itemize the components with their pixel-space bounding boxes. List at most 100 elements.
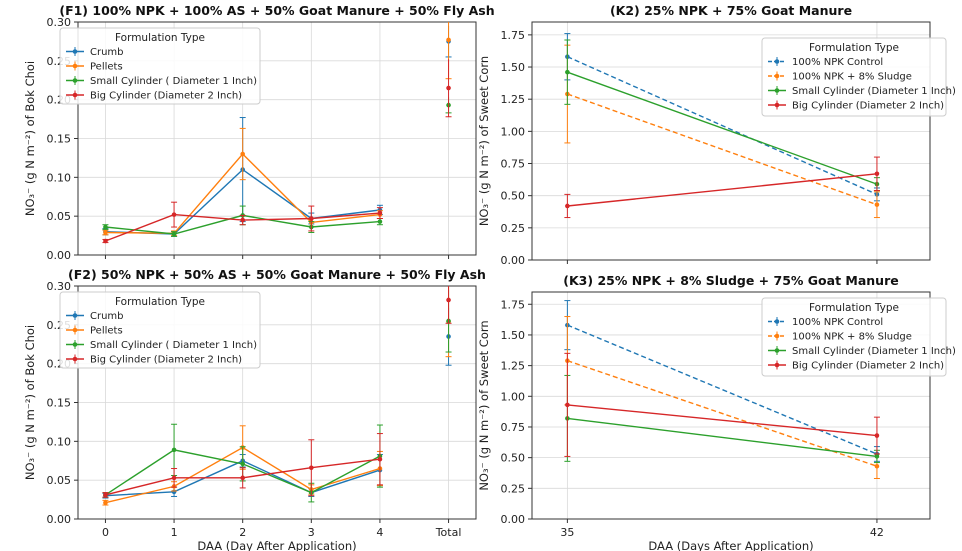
legend-entry: 100% NPK + 8% Sludge xyxy=(792,332,912,343)
chart-title: (F2) 50% NPK + 50% AS + 50% Goat Manure … xyxy=(68,267,486,282)
series-3 xyxy=(102,286,452,498)
data-point xyxy=(103,492,108,498)
legend-marker xyxy=(72,49,78,54)
series-3 xyxy=(564,352,880,457)
chart-panel-k3: 0.00 0.25 0.50 0.75 1.00 1.25 1.50 1.75 35 42 (K3)… xyxy=(477,273,956,551)
data-point xyxy=(240,461,245,467)
y-tick-label: 0.25 xyxy=(501,222,526,235)
data-point xyxy=(171,212,177,217)
data-point xyxy=(874,202,880,207)
legend-entry: Big Cylinder (Diameter 2 Inch) xyxy=(792,101,944,112)
axes-frame xyxy=(531,21,931,261)
total-point xyxy=(446,85,451,91)
legend-entry: Pellets xyxy=(90,326,123,337)
legend-marker xyxy=(72,313,78,318)
y-tick-label: 1.00 xyxy=(501,390,526,403)
x-axis-label: DAA (Days After Application) xyxy=(648,539,813,551)
data-point xyxy=(874,454,880,459)
y-tick-label: 0.50 xyxy=(501,190,526,203)
data-point xyxy=(874,463,880,469)
data-point xyxy=(171,231,177,237)
y-tick-label: 0.05 xyxy=(47,210,72,223)
legend-box xyxy=(59,27,261,105)
data-point xyxy=(377,456,383,462)
series-line xyxy=(567,71,878,185)
legend-box xyxy=(59,291,261,369)
legend-marker xyxy=(72,78,78,83)
y-tick-label: 0.25 xyxy=(501,482,526,495)
legend-entry: Big Cylinder (Diameter 2 Inch) xyxy=(90,355,242,366)
series-3 xyxy=(564,156,880,219)
legend-marker xyxy=(72,63,78,69)
data-point xyxy=(377,219,383,224)
y-tick-label: 1.00 xyxy=(501,125,526,138)
y-tick-label: 1.75 xyxy=(501,298,526,311)
legend-entry: Small Cylinder ( Diameter 1 Inch) xyxy=(90,76,257,87)
legend-marker xyxy=(774,333,780,339)
legend-marker xyxy=(774,319,780,324)
legend: Formulation Type Crumb Pellets Small Cylind… xyxy=(59,291,261,369)
x-tick-label: 3 xyxy=(308,526,315,539)
y-tick-label: 1.50 xyxy=(501,61,526,74)
legend-box xyxy=(761,37,947,117)
y-tick-label: 0.10 xyxy=(47,435,72,448)
y-tick-label: 0.15 xyxy=(47,133,72,146)
y-tick-label: 1.75 xyxy=(501,29,526,42)
data-point xyxy=(309,465,314,471)
legend-marker xyxy=(774,59,780,64)
legend-entry: Big Cylinder (Diameter 2 Inch) xyxy=(792,361,944,372)
data-point xyxy=(565,402,570,408)
legend: Formulation Type 100% NPK Control 100% NPK… xyxy=(761,297,956,377)
y-tick-label: 0.50 xyxy=(501,452,526,465)
legend-marker xyxy=(774,362,780,368)
legend-marker xyxy=(774,102,780,108)
x-axis-label: DAA (Day After Application) xyxy=(197,539,356,551)
y-tick-label: 0.05 xyxy=(47,474,72,487)
series-line xyxy=(567,417,877,458)
data-point xyxy=(240,217,245,223)
data-point xyxy=(171,447,177,453)
data-point xyxy=(309,216,314,221)
chart-panel-k2: 0.00 0.25 0.50 0.75 1.00 1.25 1.50 1.75 (K2) 25%… xyxy=(477,3,956,267)
y-tick-label: 1.50 xyxy=(501,329,526,342)
x-tick-label: 1 xyxy=(171,526,178,539)
data-point xyxy=(103,224,108,230)
series-line xyxy=(567,404,877,437)
y-tick-label: 0.15 xyxy=(47,397,72,410)
data-point xyxy=(103,500,108,505)
data-point xyxy=(874,433,880,438)
series-line xyxy=(567,360,878,467)
y-tick-label: 1.25 xyxy=(501,93,526,106)
y-tick-label: 0.10 xyxy=(47,171,72,184)
legend-marker xyxy=(72,356,78,362)
y-tick-label: 0.30 xyxy=(47,280,72,293)
x-tick-label: 4 xyxy=(376,526,383,539)
x-tick-label: Total xyxy=(435,526,462,539)
legend-entry: Small Cylinder (Diameter 1 Inch) xyxy=(792,86,956,97)
legend-marker xyxy=(774,348,780,353)
legend-entry: Big Cylinder (Diameter 2 Inch) xyxy=(90,91,242,102)
series-line xyxy=(567,173,877,207)
x-tick-label: 2 xyxy=(239,526,246,539)
y-tick-label: 0.30 xyxy=(47,16,72,29)
legend-marker xyxy=(774,88,780,93)
legend-entry: 100% NPK Control xyxy=(792,57,883,68)
legend: Formulation Type Crumb Pellets Small Cylind… xyxy=(59,27,261,105)
legend-marker xyxy=(72,92,78,98)
x-tick-label: 0 xyxy=(102,526,109,539)
y-tick-label: 0.00 xyxy=(501,254,526,267)
legend-entry: 100% NPK Control xyxy=(792,317,883,328)
data-point xyxy=(565,203,570,209)
data-point xyxy=(103,230,108,235)
chart-title: (K3) 25% NPK + 8% Sludge + 75% Goat Manu… xyxy=(563,273,898,288)
data-point xyxy=(240,475,245,481)
legend-entry: Crumb xyxy=(90,47,124,58)
data-point xyxy=(240,151,245,157)
series-line xyxy=(567,93,878,206)
legend-marker xyxy=(774,73,780,79)
x-tick-label: 35 xyxy=(560,526,574,539)
legend: Formulation Type 100% NPK Control 100% NPK… xyxy=(761,37,956,117)
y-tick-label: 1.25 xyxy=(501,360,526,373)
data-point xyxy=(377,210,383,216)
